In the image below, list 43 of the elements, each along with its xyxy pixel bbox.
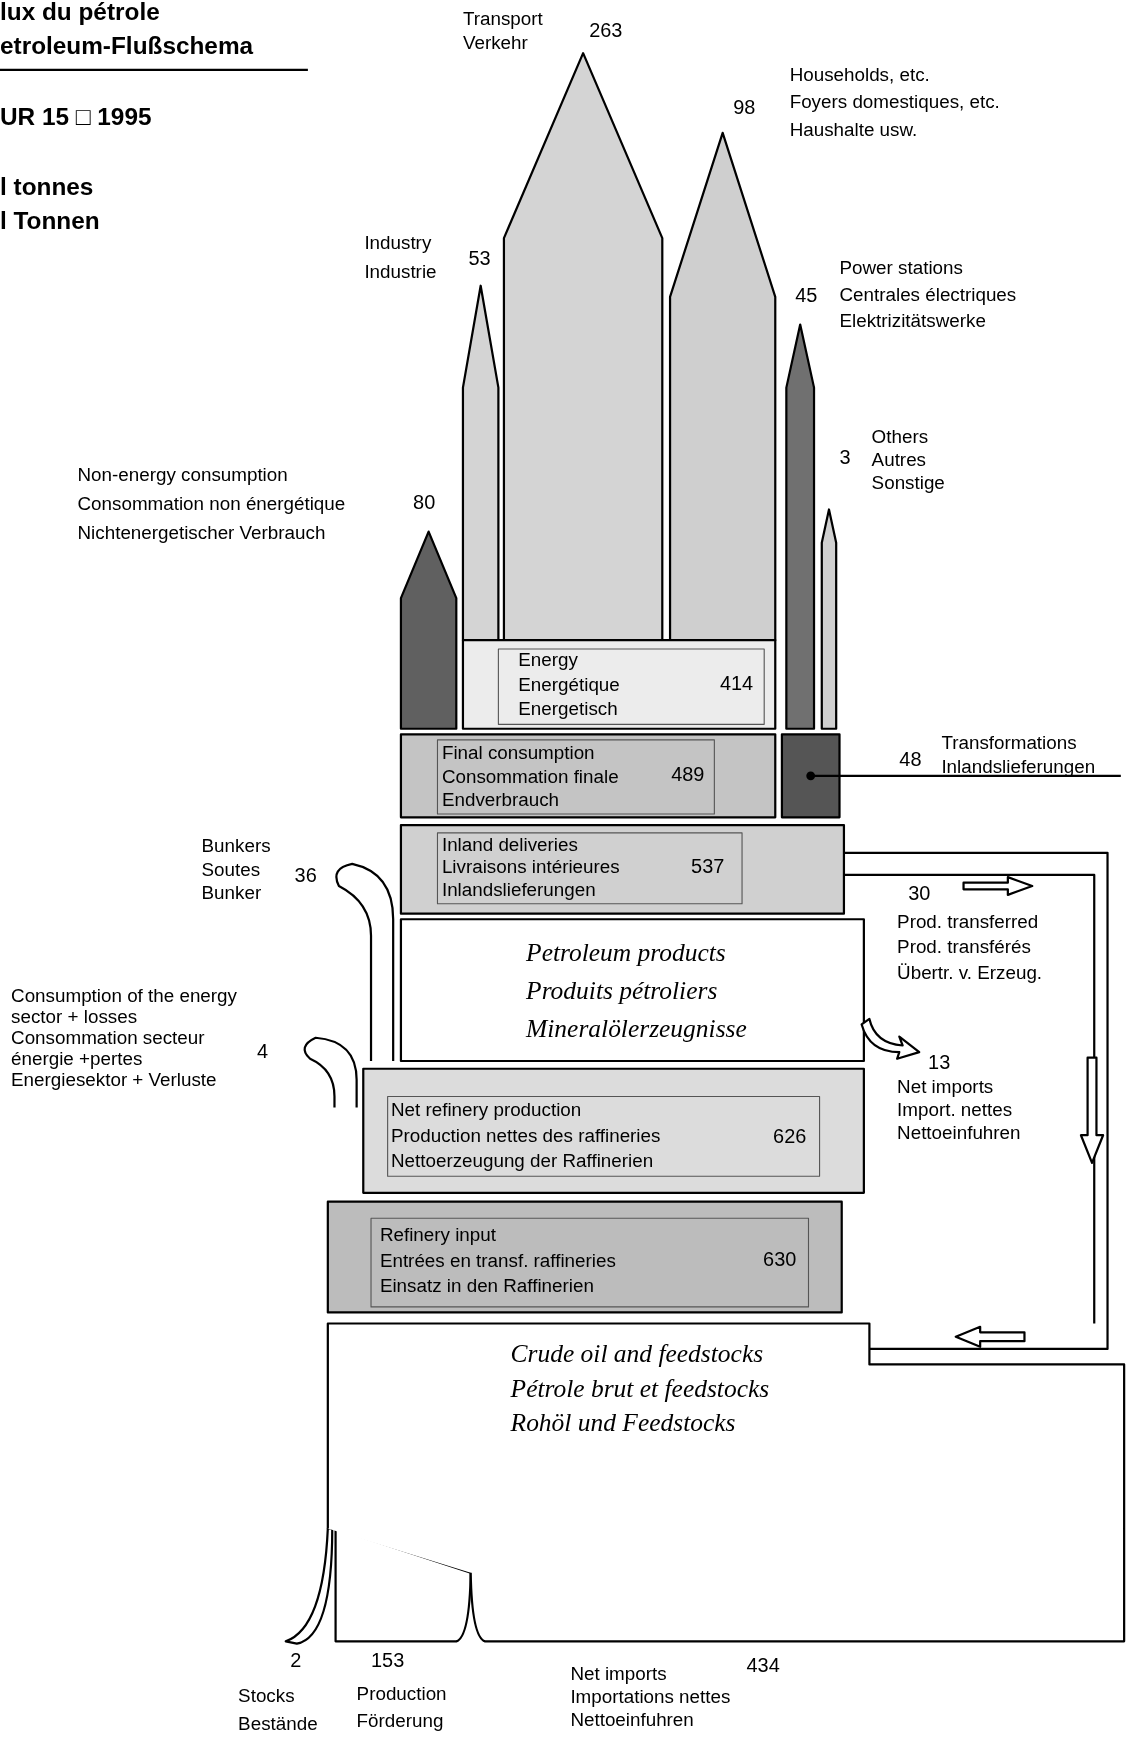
category-label: Net imports Import. nettes Nettoeinfuhren	[897, 1075, 1021, 1144]
category-label: Energy Energétique Energetisch	[518, 649, 620, 720]
data-label: 626	[773, 1124, 807, 1147]
text: lux du pétrole etroleum-Flußschema	[0, 0, 254, 60]
data-label: 80	[413, 491, 436, 514]
category-label: Final consumption Consommation finale Endverbrauch	[441, 742, 619, 810]
category-label: Inland deliveries Livraisons intérieures Inlandslieferungen	[441, 834, 620, 900]
data-label: 434	[746, 1654, 780, 1677]
data-label: 153	[371, 1648, 405, 1671]
data-label: 489	[671, 762, 705, 785]
data-label: 53	[468, 246, 491, 269]
category-label: Power stations Centrales électriques Elektrizitätswerke	[839, 257, 1017, 332]
data-label: 3	[839, 446, 851, 469]
category-label: Prod. transferred Prod. transférés Übertr. v. Erzeug.	[897, 910, 1043, 983]
category-label: Consumption of the energy sector + losses Consommation secteur énergie +pertes Energiesektor + Verluste	[11, 984, 238, 1091]
category-label: Transport Verkehr	[462, 8, 544, 54]
category-label: Transformations Inlandslieferungen	[941, 732, 1096, 777]
category-label: Production Förderung	[356, 1682, 447, 1732]
category-label: Households, etc. Foyers domestiques, etc. Haushalte usw.	[789, 63, 1000, 140]
data-label: 263	[589, 18, 623, 41]
text: Crude oil and feedstocks Pétrole brut et feedstocks Rohöl und Feedstocks	[509, 1339, 770, 1437]
category-label: Others Autres Sonstige	[871, 425, 945, 494]
text: Petroleum products Produits pétroliers Mineralölerzeugnisse	[525, 938, 747, 1043]
data-label: 537	[691, 854, 725, 877]
data-label: 4	[256, 1039, 269, 1062]
data-label: 45	[795, 284, 818, 307]
data-label: 414	[719, 671, 754, 694]
data-label: 2	[290, 1648, 302, 1671]
category-label: Stocks Bestände	[238, 1684, 318, 1734]
data-label: 13	[928, 1050, 951, 1073]
data-label: 630	[763, 1247, 797, 1270]
category-label: Net imports Importations nettes Nettoeinfuhren	[570, 1662, 731, 1731]
data-label: 30	[908, 882, 931, 905]
text: UR 15 □ 1995	[0, 103, 152, 131]
text: l tonnes l Tonnen	[0, 172, 100, 235]
data-label: 98	[733, 96, 756, 119]
category-label: Industry Industrie	[364, 231, 437, 282]
data-label: 48	[899, 748, 922, 771]
category-label: Bunkers Soutes Bunker	[201, 835, 271, 903]
category-label: Refinery input Entrées en transf. raffineries Einsatz in den Raffinerien	[379, 1224, 616, 1297]
category-label: Net refinery production Production nettes des raffineries Nettoerzeugung der Raffinerien	[390, 1099, 661, 1171]
category-label: Non-energy consumption Consommation non énergétique Nichtenergetischer Verbrauch	[77, 464, 346, 544]
data-label: 36	[294, 863, 317, 886]
